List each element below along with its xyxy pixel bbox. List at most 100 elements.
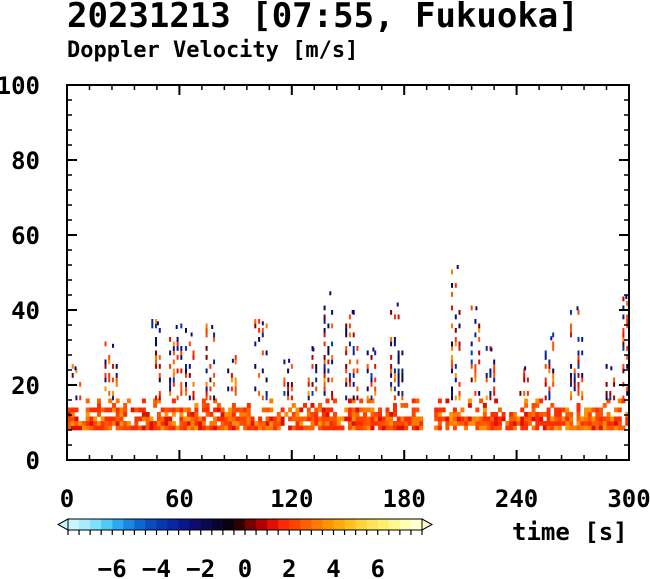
velocity-cell xyxy=(348,412,352,417)
velocity-cell xyxy=(179,412,184,417)
velocity-cell xyxy=(577,391,580,396)
velocity-cell xyxy=(489,373,492,378)
velocity-cell xyxy=(185,382,187,387)
velocity-cell xyxy=(321,416,326,422)
velocity-cell xyxy=(501,416,506,422)
velocity-cell xyxy=(284,412,289,417)
velocity-cell xyxy=(74,421,79,426)
velocity-cell xyxy=(470,305,473,311)
velocity-cell xyxy=(407,416,412,422)
velocity-cell xyxy=(74,407,79,413)
velocity-cell xyxy=(333,412,337,417)
velocity-cell xyxy=(283,391,286,396)
velocity-cell xyxy=(180,391,183,396)
velocity-cell xyxy=(175,425,180,431)
velocity-cell xyxy=(490,416,495,422)
velocity-cell xyxy=(535,412,540,417)
velocity-cell xyxy=(397,382,400,387)
velocity-cell xyxy=(231,407,236,413)
colorbar-swatch xyxy=(200,519,213,530)
velocity-cell xyxy=(389,421,394,426)
velocity-cell xyxy=(614,425,618,431)
velocity-cell xyxy=(610,416,615,422)
velocity-cell xyxy=(577,310,580,315)
velocity-cell xyxy=(311,382,314,387)
velocity-cell xyxy=(185,373,187,378)
velocity-cell xyxy=(573,382,576,387)
velocity-cell xyxy=(180,350,183,356)
velocity-cell xyxy=(352,395,355,401)
velocity-cell xyxy=(115,364,118,369)
velocity-cell xyxy=(548,395,551,401)
velocity-cell xyxy=(584,407,588,413)
velocity-cell xyxy=(577,364,580,369)
velocity-cell xyxy=(576,407,581,413)
velocity-cell xyxy=(112,343,114,348)
velocity-cell xyxy=(138,416,143,422)
velocity-cell xyxy=(306,412,311,417)
velocity-cell xyxy=(258,391,261,396)
velocity-cell xyxy=(485,373,488,378)
velocity-cell xyxy=(606,416,611,422)
velocity-cell xyxy=(179,425,184,431)
velocity-cell xyxy=(186,412,191,417)
velocity-cell xyxy=(458,382,461,387)
velocity-cell xyxy=(577,355,580,360)
velocity-cell xyxy=(213,373,216,378)
velocity-cell xyxy=(315,364,318,369)
velocity-cell xyxy=(348,398,352,404)
velocity-cell xyxy=(209,395,212,401)
velocity-cell xyxy=(176,368,179,374)
velocity-cell xyxy=(93,421,98,426)
velocity-cell xyxy=(155,337,157,342)
velocity-cell xyxy=(451,323,453,329)
velocity-cell xyxy=(315,386,318,392)
velocity-cell xyxy=(470,350,473,356)
velocity-cell xyxy=(356,368,359,374)
velocity-cell xyxy=(396,416,401,422)
velocity-cell xyxy=(209,425,214,431)
velocity-cell xyxy=(458,310,461,315)
velocity-cell xyxy=(112,391,114,396)
velocity-cell xyxy=(315,377,318,383)
velocity-cell xyxy=(550,336,553,341)
velocity-cell xyxy=(378,416,382,422)
velocity-cell xyxy=(609,391,612,396)
velocity-cell xyxy=(75,395,78,401)
velocity-cell xyxy=(581,373,584,378)
velocity-cell xyxy=(141,416,146,422)
velocity-cell xyxy=(171,398,176,404)
velocity-cell xyxy=(454,341,457,347)
velocity-cell xyxy=(351,398,356,404)
velocity-cell xyxy=(179,416,184,422)
velocity-cell xyxy=(535,425,540,431)
velocity-cell xyxy=(327,359,330,365)
velocity-cell xyxy=(370,407,375,413)
velocity-cell xyxy=(329,421,334,426)
velocity-cell xyxy=(201,407,206,413)
velocity-cell xyxy=(464,425,469,431)
velocity-cell xyxy=(331,359,334,365)
colorbar-swatch xyxy=(322,519,334,530)
y-tick-label: 80 xyxy=(11,147,40,175)
velocity-cell xyxy=(164,412,169,417)
velocity-cell xyxy=(126,425,131,431)
colorbar-tick-label: −2 xyxy=(186,555,215,579)
velocity-cell xyxy=(123,403,128,408)
velocity-cell xyxy=(548,364,551,369)
velocity-cell xyxy=(287,368,290,374)
velocity-cell xyxy=(419,425,424,431)
velocity-cell xyxy=(291,412,296,417)
velocity-cell xyxy=(93,416,98,422)
velocity-cell xyxy=(494,416,499,422)
velocity-cell xyxy=(168,425,173,431)
velocity-cell xyxy=(291,416,296,422)
velocity-cell xyxy=(467,416,472,422)
colorbar-swatch xyxy=(123,519,135,530)
velocity-cell xyxy=(587,412,592,417)
velocity-cell xyxy=(366,386,369,392)
velocity-cell xyxy=(385,425,390,431)
velocity-cell xyxy=(156,425,161,431)
colorbar-swatch xyxy=(399,519,412,530)
